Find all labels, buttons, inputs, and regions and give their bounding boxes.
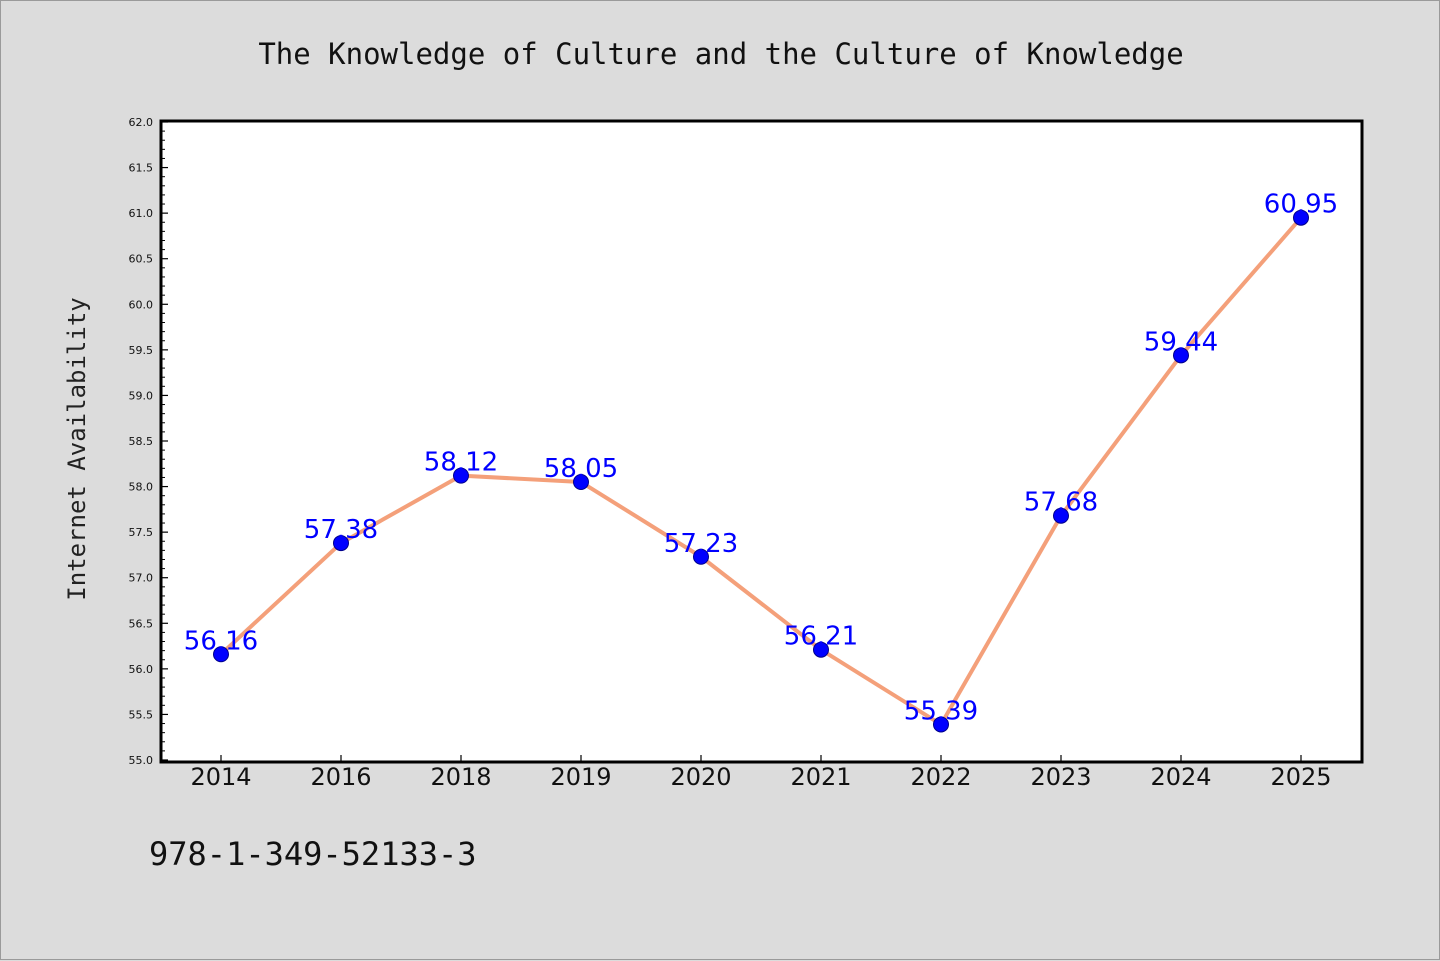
- x-tick-label: 2014: [190, 763, 251, 791]
- data-label: 57.68: [1024, 488, 1098, 518]
- x-tick-label: 2022: [910, 763, 971, 791]
- isbn-text: 978-1-349-52133-3: [149, 835, 477, 873]
- data-label: 55.39: [904, 696, 978, 726]
- data-labels: 56.16 57.38 58.12 58.05 57.23 56.21 55.39 57.68…: [184, 190, 1338, 727]
- y-tick-label: 56.5: [129, 617, 154, 630]
- data-label: 56.16: [184, 626, 258, 656]
- series-markers: [213, 209, 1309, 733]
- x-tick-label: 2021: [790, 763, 851, 791]
- data-point: [213, 646, 229, 663]
- x-tick-label: 2016: [310, 763, 371, 791]
- plot-area: [159, 119, 1364, 764]
- data-label: 60.95: [1264, 190, 1338, 220]
- y-tick-label: 55.5: [129, 708, 154, 721]
- data-point: [933, 716, 949, 733]
- y-tick-label: 58.0: [129, 481, 154, 494]
- data-point: [693, 548, 709, 565]
- y-tick-label: 62.0: [129, 116, 154, 129]
- y-axis-label: Internet Availability: [63, 297, 91, 600]
- data-point: [1053, 507, 1069, 524]
- data-label: 58.12: [424, 448, 498, 478]
- y-tick-label: 59.5: [129, 344, 154, 357]
- series-line: [219, 215, 1303, 727]
- y-tick-label: 60.5: [129, 253, 154, 266]
- data-point: [1173, 347, 1189, 364]
- y-tick-label: 57.0: [129, 572, 154, 585]
- y-axis-ticks: 55.0 55.5 56.0 56.5 57.0 57.5 58.0 58.5 59.0 59.5…: [129, 116, 168, 767]
- x-tick-label: 2020: [670, 763, 731, 791]
- y-tick-label: 61.0: [129, 207, 154, 220]
- data-label: 57.38: [304, 515, 378, 545]
- data-label: 56.21: [784, 622, 858, 652]
- y-tick-label: 55.0: [129, 754, 154, 767]
- y-tick-label: 61.5: [129, 162, 154, 175]
- x-tick-label: 2025: [1270, 763, 1331, 791]
- x-axis-ticks: 2014 2016 2018 2019 2020 2021 2022 2023 2024 2025: [190, 755, 1332, 791]
- y-tick-label: 57.5: [129, 526, 154, 539]
- data-point: [1293, 209, 1309, 226]
- y-tick-label: 60.0: [129, 298, 154, 311]
- x-tick-label: 2018: [430, 763, 491, 791]
- y-tick-label: 56.0: [129, 663, 154, 676]
- data-point: [573, 474, 589, 491]
- series-polyline: [219, 215, 1303, 727]
- data-point: [813, 641, 829, 658]
- x-tick-label: 2023: [1030, 763, 1091, 791]
- y-tick-label: 58.5: [129, 435, 154, 448]
- data-point: [453, 467, 469, 484]
- x-tick-label: 2019: [550, 763, 611, 791]
- data-point: [333, 535, 349, 552]
- chart-title: The Knowledge of Culture and the Culture…: [258, 37, 1183, 71]
- data-label: 57.23: [664, 529, 738, 559]
- x-tick-label: 2024: [1150, 763, 1211, 791]
- data-label: 58.05: [544, 454, 618, 484]
- y-tick-label: 59.0: [129, 389, 154, 402]
- data-label: 59.44: [1144, 327, 1218, 357]
